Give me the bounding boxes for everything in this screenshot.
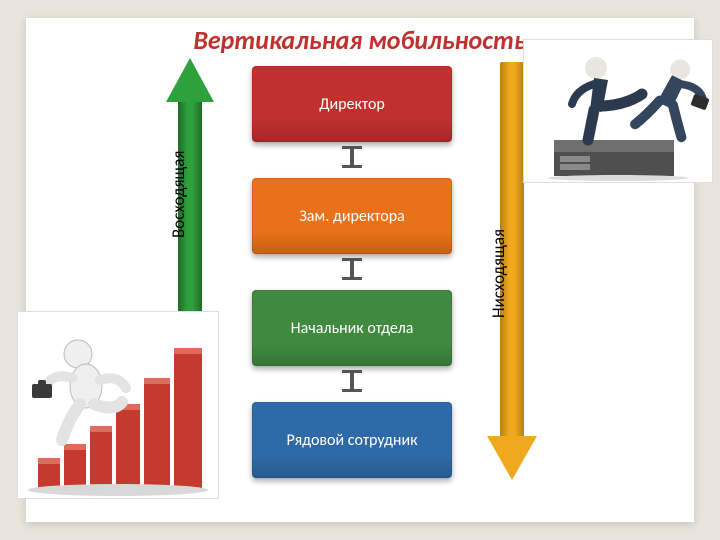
hierarchy-box-3: Рядовой сотрудник <box>252 402 452 478</box>
descending-label: Нисходящая <box>488 229 509 318</box>
hierarchy-box-1: Зам. директора <box>252 178 452 254</box>
hierarchy-box-label: Зам. директора <box>299 207 405 226</box>
hierarchy-connector-1 <box>348 258 356 280</box>
hierarchy-box-2: Начальник отдела <box>252 290 452 366</box>
hierarchy-box-0: Директор <box>252 66 452 142</box>
ascending-arrow-head <box>166 58 214 102</box>
descending-arrow-head <box>487 436 537 480</box>
clipart-descending <box>524 40 712 182</box>
hierarchy-box-label: Начальник отдела <box>291 319 414 338</box>
hierarchy-box-label: Директор <box>319 95 385 114</box>
hierarchy-box-label: Рядовой сотрудник <box>286 431 417 450</box>
ascending-label: Восходящая <box>168 151 189 238</box>
slide-card: Вертикальная мобильность Восходящая Нисх… <box>26 18 694 522</box>
clipart-ascending <box>18 312 218 498</box>
hierarchy-connector-0 <box>348 146 356 168</box>
hierarchy-connector-2 <box>348 370 356 392</box>
